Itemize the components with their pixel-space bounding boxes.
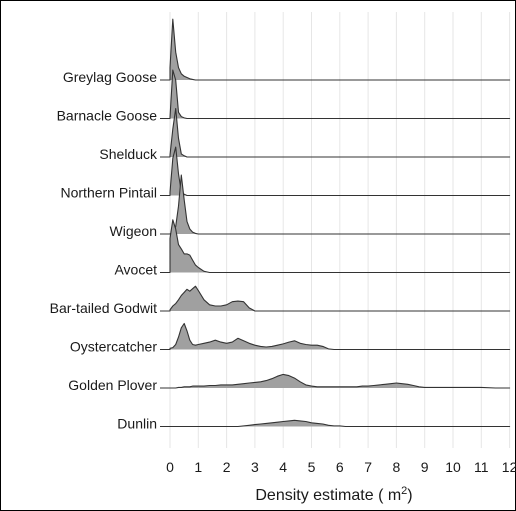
x-tick-label: 12 xyxy=(502,459,516,475)
species-label: Greylag Goose xyxy=(63,69,157,85)
species-labels: Greylag Goose Barnacle Goose Shelduck North… xyxy=(50,69,158,432)
species-label: Northern Pintail xyxy=(61,185,158,201)
x-tick-label: 2 xyxy=(223,459,231,475)
x-axis-title-superscript: 2 xyxy=(401,485,407,497)
x-axis-tick-labels: 0 1 2 3 4 5 6 7 8 9 10 11 12 xyxy=(166,459,516,475)
x-tick-label: 7 xyxy=(364,459,372,475)
ridge-line xyxy=(160,322,511,351)
ridge-area xyxy=(160,175,510,234)
ridge-line xyxy=(160,69,511,120)
ridge-line xyxy=(160,373,511,389)
x-tick-label: 0 xyxy=(166,459,174,475)
x-axis-title-close: ) xyxy=(407,487,412,504)
ridge-line xyxy=(160,419,511,428)
x-tick-label: 6 xyxy=(336,459,344,475)
species-label: Golden Plover xyxy=(68,377,157,393)
x-tick-label: 1 xyxy=(194,459,202,475)
grid-lines xyxy=(169,12,511,448)
x-tick-label: 10 xyxy=(445,459,461,475)
x-tick-label: 3 xyxy=(251,459,259,475)
ridge-area xyxy=(160,147,510,196)
ridge-area xyxy=(160,19,510,80)
x-axis-title-main: Density estimate ( m xyxy=(255,487,401,504)
ridge-line xyxy=(160,219,511,274)
species-label: Dunlin xyxy=(117,416,157,432)
ridge-line xyxy=(160,174,511,235)
ridge-area xyxy=(160,108,510,157)
species-label: Oystercatcher xyxy=(70,339,157,355)
ridge-area xyxy=(160,219,510,273)
ridge-area xyxy=(160,374,510,388)
species-label: Avocet xyxy=(114,262,157,278)
ridge-line xyxy=(160,285,511,312)
x-tick-label: 4 xyxy=(279,459,287,475)
species-label: Wigeon xyxy=(110,223,157,239)
x-axis-title: Density estimate ( m2) xyxy=(255,485,412,504)
x-tick-label: 11 xyxy=(474,459,489,475)
density-ridges xyxy=(160,18,511,428)
x-tick-label: 5 xyxy=(308,459,316,475)
species-label: Barnacle Goose xyxy=(57,108,158,124)
ridge-line xyxy=(160,108,511,158)
species-label: Bar-tailed Godwit xyxy=(50,300,157,316)
ridge-line xyxy=(160,146,511,197)
x-tick-label: 9 xyxy=(421,459,429,475)
x-tick-label: 8 xyxy=(393,459,401,475)
ridge-area xyxy=(160,286,510,311)
ridge-area xyxy=(160,323,510,350)
ridge-area xyxy=(160,70,510,119)
species-label: Shelduck xyxy=(99,146,158,162)
ridge-line xyxy=(160,18,511,81)
